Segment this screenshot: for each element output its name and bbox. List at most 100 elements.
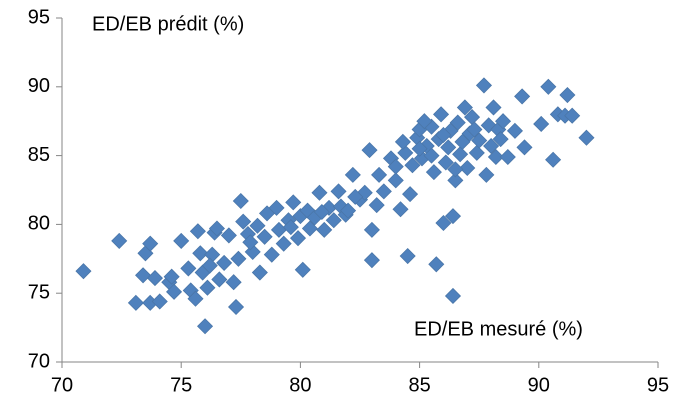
point (111, 232, 128, 249)
y-tick-label: 75 (28, 281, 50, 303)
point (416, 113, 433, 130)
x-tick-label: 70 (51, 374, 73, 396)
point (361, 142, 378, 159)
point (325, 212, 342, 229)
point (478, 166, 495, 183)
point (166, 283, 183, 300)
y-tick-label: 70 (28, 350, 50, 372)
point (146, 270, 164, 287)
point (495, 113, 512, 130)
point (545, 151, 562, 168)
point (459, 159, 476, 177)
point (249, 217, 266, 234)
point (127, 294, 144, 311)
point (483, 137, 500, 154)
point (363, 252, 380, 269)
point (533, 115, 550, 132)
point (454, 133, 471, 150)
point (456, 99, 473, 116)
point (444, 208, 462, 225)
point (163, 268, 180, 285)
point (173, 232, 190, 249)
point (344, 166, 361, 183)
point (187, 290, 204, 307)
point (228, 298, 245, 315)
point (449, 114, 466, 131)
x-tick-label: 75 (170, 374, 192, 396)
point (270, 221, 287, 238)
y-tick-label: 85 (28, 144, 50, 166)
point (201, 257, 218, 274)
x-tick-label: 90 (528, 374, 550, 396)
point (268, 199, 285, 216)
point (444, 287, 462, 304)
point (142, 235, 159, 252)
point (492, 131, 509, 148)
point (387, 172, 404, 189)
point (151, 293, 168, 310)
point (487, 148, 504, 166)
point (540, 78, 557, 95)
x-tick-label: 95 (647, 374, 669, 396)
point (216, 254, 233, 271)
point (514, 88, 531, 105)
point (475, 77, 492, 94)
point (506, 122, 523, 139)
point (294, 261, 311, 278)
point (263, 246, 280, 263)
point (435, 126, 452, 143)
point (275, 235, 292, 252)
point (199, 279, 216, 296)
point (242, 234, 259, 251)
y-tick-label: 95 (28, 6, 50, 28)
point (340, 202, 357, 219)
point (232, 192, 249, 210)
point (208, 220, 225, 237)
point (189, 223, 206, 240)
point (225, 274, 242, 291)
point (411, 140, 428, 157)
point (311, 184, 328, 201)
y-tick-label: 90 (28, 75, 50, 97)
point (435, 214, 452, 232)
x-axis-label: ED/EB mesuré (%) (414, 318, 583, 340)
point (499, 148, 516, 166)
point (211, 271, 228, 288)
point (301, 220, 318, 237)
point (452, 146, 469, 163)
point (204, 246, 221, 263)
point (316, 221, 333, 238)
point (423, 147, 440, 164)
point (394, 133, 411, 150)
point (235, 213, 252, 230)
point (368, 197, 385, 214)
y-axis-label: ED/EB prédit (%) (92, 13, 244, 35)
point (251, 264, 268, 281)
point (230, 250, 247, 267)
point (375, 183, 392, 200)
point (387, 158, 404, 175)
point (559, 87, 576, 104)
point (447, 172, 464, 189)
point (447, 161, 464, 178)
point (433, 106, 450, 123)
point (466, 121, 483, 138)
point (437, 154, 454, 171)
point (197, 318, 214, 335)
point (516, 139, 533, 156)
x-tick-label: 80 (289, 374, 311, 396)
point (399, 248, 416, 265)
point (392, 201, 409, 218)
point (471, 132, 488, 149)
point (282, 219, 299, 236)
point (402, 186, 419, 203)
point (256, 228, 273, 245)
point (180, 260, 197, 277)
point (75, 263, 92, 280)
point (285, 194, 302, 211)
point (313, 203, 330, 221)
x-tick-label: 85 (408, 374, 430, 396)
point (220, 227, 237, 244)
point (192, 245, 209, 262)
point (440, 139, 457, 156)
